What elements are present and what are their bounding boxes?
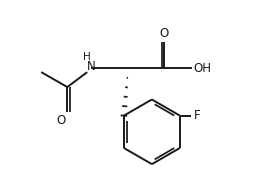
Text: O: O [160,27,169,40]
Text: O: O [56,114,66,127]
Text: F: F [194,109,201,122]
Text: N: N [87,60,95,73]
Text: H: H [83,52,90,62]
Text: OH: OH [194,62,212,75]
